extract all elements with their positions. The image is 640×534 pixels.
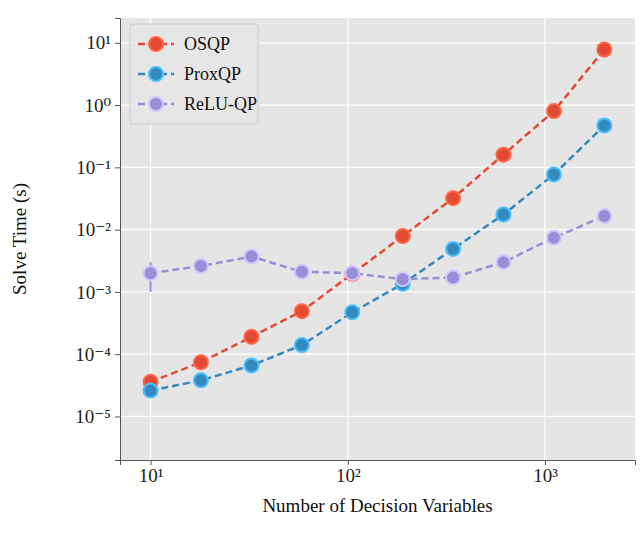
legend-marker — [149, 97, 163, 111]
tick: 10⁻³ — [76, 281, 120, 302]
tick: 10⁻⁴ — [75, 344, 120, 365]
marker — [295, 304, 309, 318]
marker — [245, 330, 259, 344]
marker — [144, 266, 158, 280]
grid-line — [120, 291, 635, 292]
tick: 10¹ — [86, 32, 120, 53]
tick-mark — [545, 460, 546, 465]
marker — [446, 191, 460, 205]
grid-line — [120, 229, 635, 230]
y-axis-title: Solve Time (s) — [9, 183, 31, 295]
marker — [496, 148, 510, 162]
tick-label: 10² — [336, 465, 361, 486]
tick-label: 10⁰ — [84, 95, 111, 116]
tick-label: 10¹ — [139, 465, 164, 486]
tick-mark — [151, 460, 152, 465]
grid-line — [544, 18, 545, 460]
axis-line — [121, 461, 636, 466]
grid-line — [120, 354, 635, 355]
axis-line — [115, 19, 121, 461]
tick: 10³ — [533, 460, 558, 486]
tick: 10² — [336, 460, 361, 486]
legend-label: ProxQP — [184, 64, 241, 84]
legend-marker — [149, 37, 163, 51]
marker — [496, 207, 510, 221]
marker — [547, 167, 561, 181]
tick: 10⁻⁵ — [75, 406, 120, 427]
marker — [295, 338, 309, 352]
marker — [245, 358, 259, 372]
tick: 10¹ — [139, 460, 164, 486]
marker — [597, 118, 611, 132]
marker — [295, 265, 309, 279]
legend-label: OSQP — [184, 34, 230, 54]
marker — [345, 305, 359, 319]
plot: 10¹ 10² 10³ 10⁻⁵ 10⁻⁴ 10⁻³ 10⁻² 10⁻¹ 10⁰ 10¹ OSQP P… — [75, 18, 635, 486]
tick: 10⁻² — [76, 219, 120, 240]
legend-label: ReLU-QP — [184, 94, 257, 114]
marker — [446, 242, 460, 256]
tick-mark — [348, 460, 349, 465]
tick-label: 10⁻¹ — [76, 157, 111, 178]
marker — [345, 267, 359, 281]
legend-marker — [149, 67, 163, 81]
grid-line — [347, 18, 348, 460]
marker — [597, 209, 611, 223]
x-axis-title: Number of Decision Variables — [262, 495, 492, 516]
marker — [396, 229, 410, 243]
legend: OSQP ProxQP ReLU-QP — [130, 24, 258, 124]
series-line — [151, 216, 605, 279]
tick-mark — [115, 105, 120, 106]
marker — [194, 373, 208, 387]
marker — [547, 104, 561, 118]
tick: 10⁻¹ — [76, 157, 120, 178]
marker — [446, 271, 460, 285]
marker — [144, 384, 158, 398]
tick-mark — [115, 416, 120, 417]
grid-line — [120, 416, 635, 417]
series-line — [151, 125, 605, 390]
legend-box — [130, 24, 258, 124]
tick-label: 10⁻⁴ — [75, 344, 111, 365]
chart: 10¹ 10² 10³ 10⁻⁵ 10⁻⁴ 10⁻³ 10⁻² 10⁻¹ 10⁰ 10¹ OSQP P… — [0, 0, 640, 534]
tick-label: 10⁻⁵ — [75, 406, 111, 427]
data-area — [144, 43, 612, 398]
series-line — [151, 50, 605, 382]
tick-mark — [115, 292, 120, 293]
x-axis: 10¹ 10² 10³ — [121, 460, 636, 486]
marker — [345, 266, 359, 280]
tick-mark — [115, 354, 120, 355]
marker — [245, 250, 259, 264]
y-axis: 10⁻⁵ 10⁻⁴ 10⁻³ 10⁻² 10⁻¹ 10⁰ 10¹ — [75, 19, 120, 461]
marker — [194, 259, 208, 273]
marker — [396, 272, 410, 286]
tick-mark — [115, 43, 120, 44]
plot-background — [120, 18, 635, 460]
marker — [194, 355, 208, 369]
tick-label: 10⁻² — [76, 219, 111, 240]
marker — [496, 255, 510, 269]
grid — [120, 18, 635, 460]
tick-mark — [115, 167, 120, 168]
marker — [597, 43, 611, 57]
marker — [547, 231, 561, 245]
tick-label: 10⁻³ — [76, 281, 111, 302]
tick-label: 10³ — [533, 465, 558, 486]
tick-label: 10¹ — [86, 32, 111, 53]
tick: 10⁰ — [84, 95, 120, 116]
tick-mark — [115, 230, 120, 231]
